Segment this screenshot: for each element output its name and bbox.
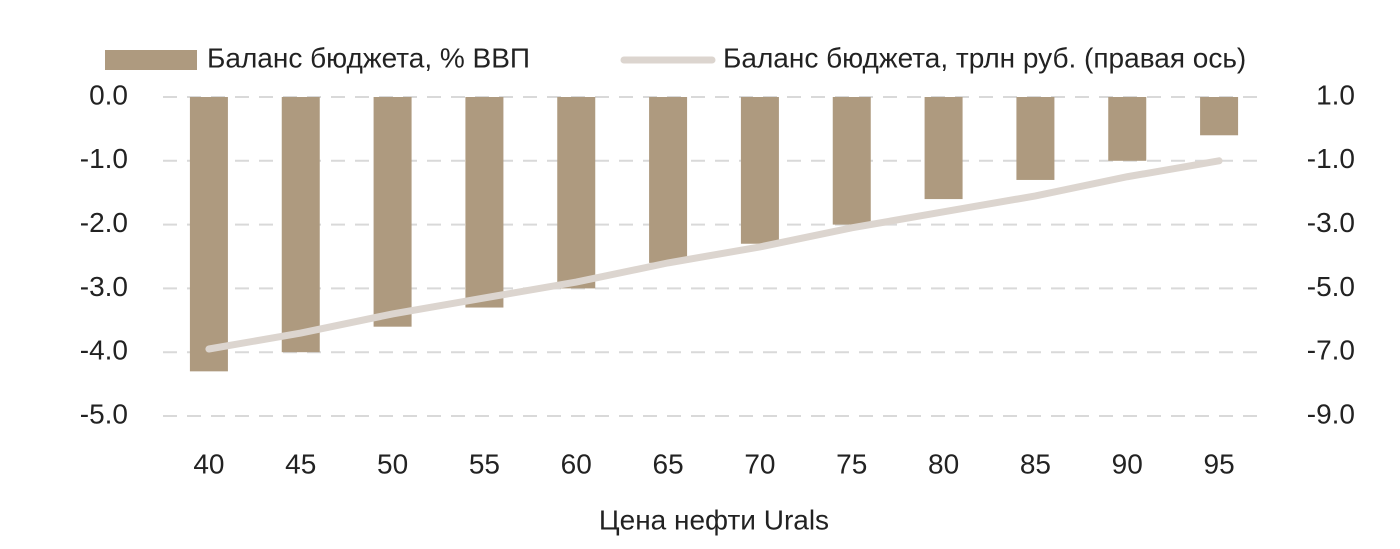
legend-label: Баланс бюджета, % ВВП [207, 42, 530, 73]
x-tick-label: 60 [561, 448, 592, 479]
y-tick-label: -2.0 [80, 207, 128, 238]
x-tick-label: 90 [1112, 448, 1143, 479]
y2-tick-label: -7.0 [1307, 335, 1355, 366]
x-axis-title: Цена нефти Urals [599, 504, 829, 535]
legend-label: Баланс бюджета, трлн руб. (правая ось) [723, 42, 1246, 73]
x-tick-label: 50 [377, 448, 408, 479]
bar [557, 97, 596, 289]
y2-tick-label: -3.0 [1307, 207, 1355, 238]
y2-tick-label: -9.0 [1307, 398, 1355, 429]
x-tick-label: 95 [1204, 448, 1235, 479]
x-tick-label: 85 [1020, 448, 1051, 479]
y-tick-label: -4.0 [80, 335, 128, 366]
y2-tick-label: 1.0 [1316, 79, 1355, 110]
bar [465, 97, 504, 308]
bar [373, 97, 412, 327]
bar [1016, 97, 1055, 180]
x-tick-label: 80 [928, 448, 959, 479]
x-tick-label: 45 [285, 448, 316, 479]
y2-tick-label: -5.0 [1307, 271, 1355, 302]
line [205, 157, 1223, 353]
x-tick-label: 65 [653, 448, 684, 479]
bar [1108, 97, 1147, 161]
y-tick-label: 0.0 [89, 79, 128, 110]
x-tick-label: 55 [469, 448, 500, 479]
bar [649, 97, 688, 263]
bar [281, 97, 320, 353]
y-tick-label: -3.0 [80, 271, 128, 302]
x-tick-label: 70 [744, 448, 775, 479]
bar [832, 97, 871, 225]
bar [1200, 97, 1239, 136]
x-tick-label: 75 [836, 448, 867, 479]
bar [924, 97, 963, 200]
legend-swatch [105, 50, 197, 70]
y-tick-label: -1.0 [80, 143, 128, 174]
bar [189, 97, 228, 372]
y-tick-label: -5.0 [80, 398, 128, 429]
bar [740, 97, 779, 244]
x-tick-label: 40 [193, 448, 224, 479]
y2-tick-label: -1.0 [1307, 143, 1355, 174]
